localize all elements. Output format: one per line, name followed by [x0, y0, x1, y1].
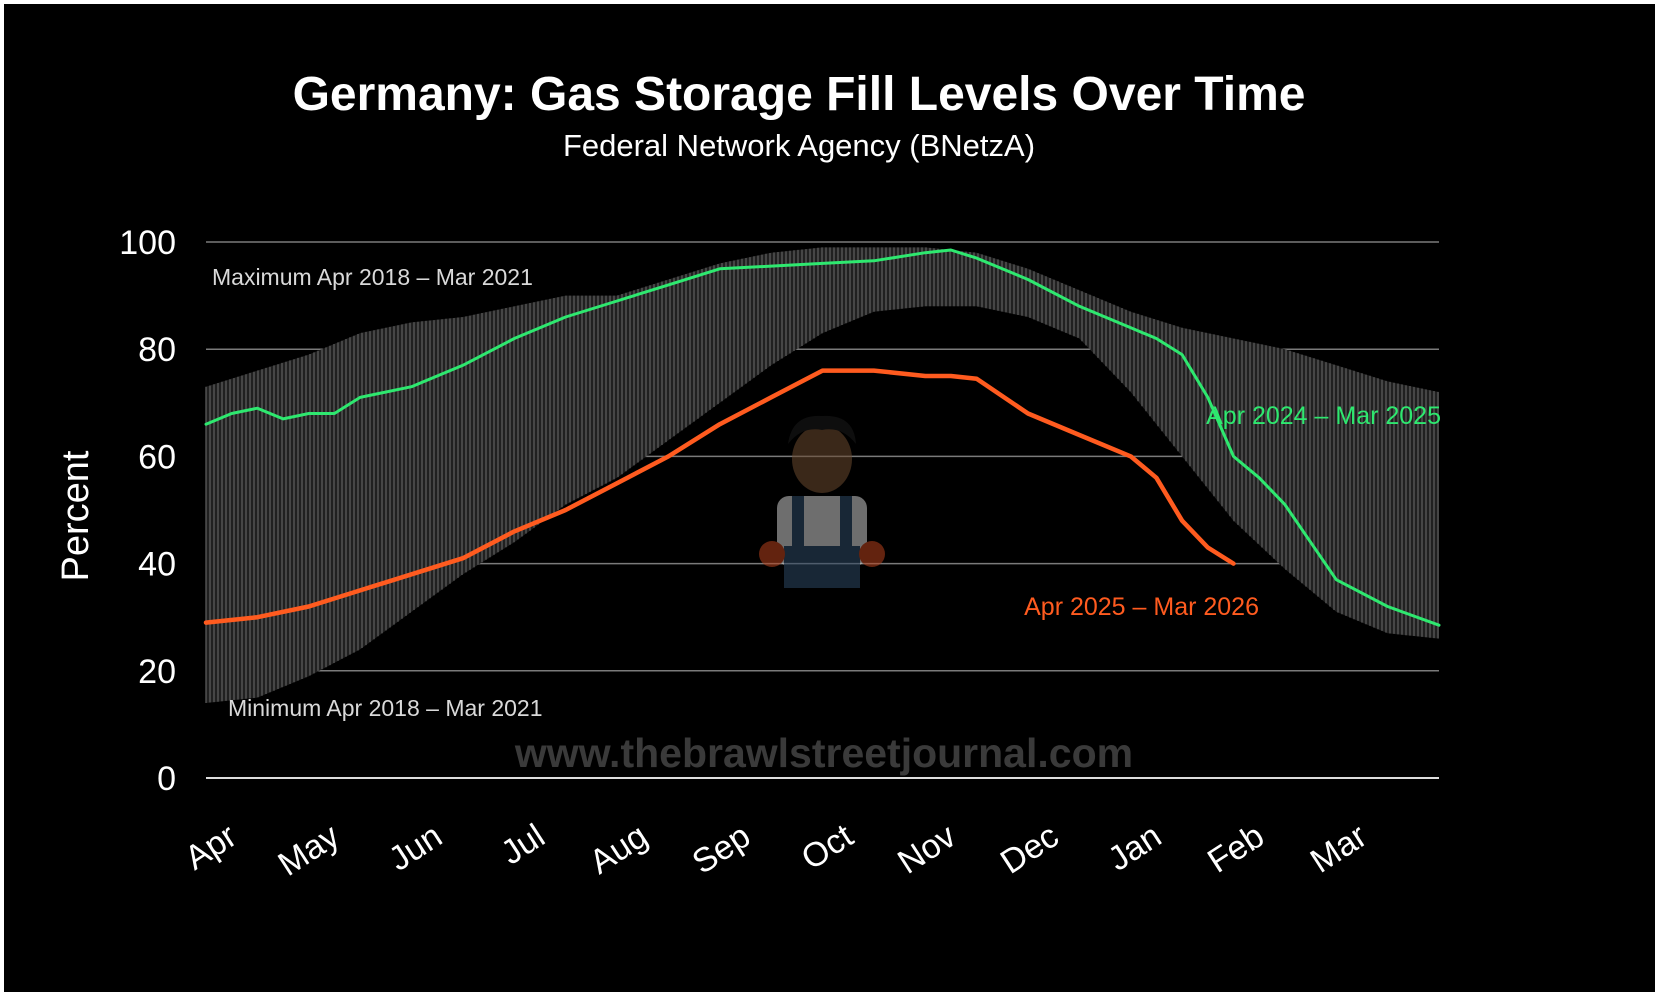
y-tick-label: 20 [138, 653, 176, 691]
y-tick-label: 60 [138, 438, 176, 476]
band-max-label: Maximum Apr 2018 – Mar 2021 [212, 264, 533, 290]
band-min-label: Minimum Apr 2018 – Mar 2021 [228, 695, 543, 721]
band-hatching [205, 247, 1439, 703]
y-axis-ticks: 0 20 40 60 80 100 [119, 224, 176, 798]
y-tick-label: 80 [138, 331, 176, 369]
y-tick-label: 100 [119, 224, 176, 262]
chart-title: Germany: Gas Storage Fill Levels Over Ti… [293, 68, 1306, 121]
x-tick-label: Oct [795, 817, 861, 878]
series-line-1 [203, 368, 1236, 625]
mascot-logo [759, 415, 885, 588]
x-tick-label: Jun [382, 817, 449, 879]
y-axis-label: Percent [55, 450, 97, 581]
x-tick-label: May [272, 817, 347, 884]
chart-frame: Germany: Gas Storage Fill Levels Over Ti… [4, 4, 1655, 992]
x-tick-label: Sep [686, 817, 757, 882]
x-tick-label: Jan [1101, 817, 1168, 879]
series-label-2025: Apr 2025 – Mar 2026 [1024, 593, 1259, 621]
x-tick-label: Nov [891, 817, 962, 882]
x-tick-label: Aug [583, 817, 654, 882]
x-tick-label: Feb [1201, 817, 1271, 881]
series-label-2024: Apr 2024 – Mar 2025 [1206, 402, 1441, 430]
x-tick-label: Dec [994, 817, 1065, 882]
y-tick-label: 40 [138, 546, 176, 584]
series-lines [203, 248, 1441, 627]
chart-subtitle: Federal Network Agency (BNetzA) [563, 128, 1035, 163]
y-tick-label: 0 [157, 760, 176, 798]
x-tick-label: Jul [494, 817, 551, 873]
x-axis-ticks: Apr May Jun Jul Aug Sep Oct Nov Dec Jan Feb Mar [178, 817, 1373, 884]
x-tick-label: Mar [1304, 817, 1374, 881]
watermark-text: www.thebrawlstreetjournal.com [514, 730, 1133, 776]
x-tick-label: Apr [178, 817, 243, 878]
historical-range-band [205, 247, 1439, 703]
series-line-0 [204, 248, 1441, 627]
chart: Germany: Gas Storage Fill Levels Over Ti… [55, 68, 1441, 884]
